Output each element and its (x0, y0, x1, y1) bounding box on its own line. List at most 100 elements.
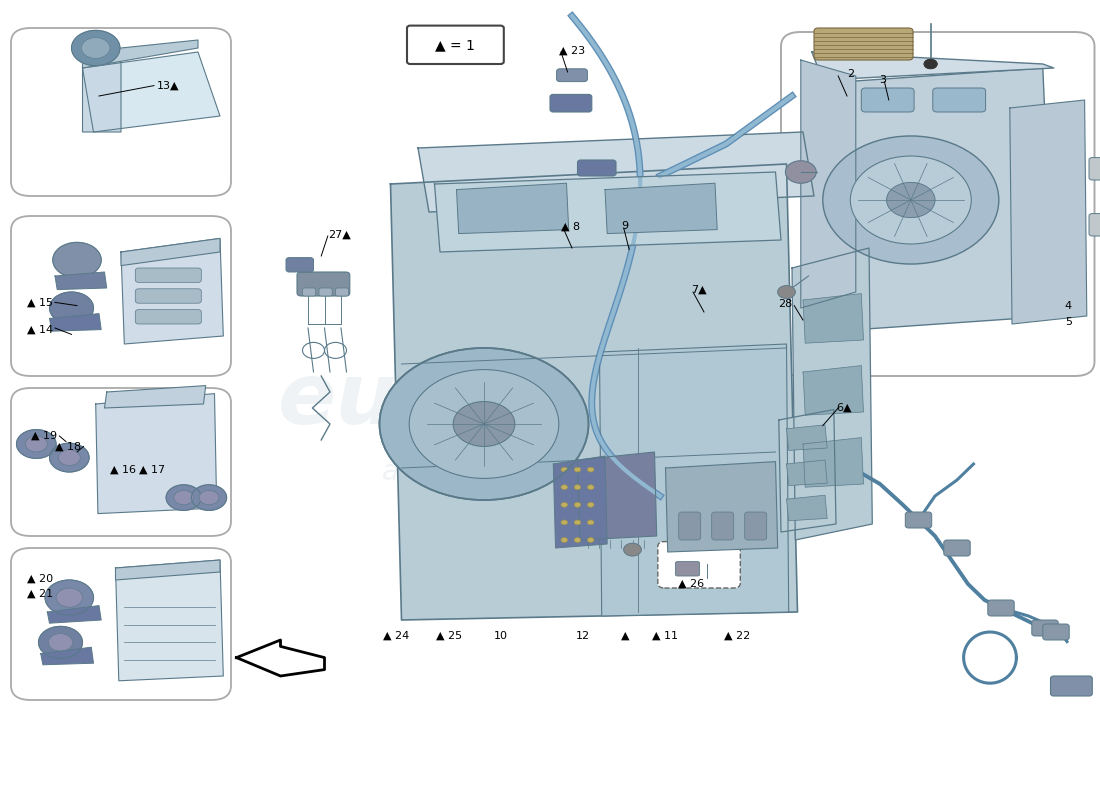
FancyBboxPatch shape (297, 272, 350, 296)
Text: ▲ 11: ▲ 11 (652, 631, 679, 641)
FancyBboxPatch shape (905, 512, 932, 528)
Circle shape (561, 485, 568, 490)
Polygon shape (792, 248, 872, 540)
FancyBboxPatch shape (557, 69, 587, 82)
FancyBboxPatch shape (135, 289, 201, 303)
Circle shape (587, 467, 594, 472)
Text: 12: 12 (576, 631, 590, 641)
FancyBboxPatch shape (286, 258, 313, 272)
Polygon shape (803, 294, 864, 343)
Polygon shape (812, 52, 1054, 80)
Polygon shape (104, 386, 206, 408)
Polygon shape (786, 495, 827, 521)
FancyBboxPatch shape (336, 288, 349, 296)
FancyBboxPatch shape (11, 388, 231, 536)
Text: 27▲: 27▲ (328, 230, 351, 239)
Polygon shape (121, 238, 220, 266)
Polygon shape (600, 344, 789, 616)
Circle shape (561, 467, 568, 472)
Text: ▲ 24: ▲ 24 (383, 631, 409, 641)
FancyBboxPatch shape (302, 288, 316, 296)
Circle shape (561, 520, 568, 525)
Polygon shape (82, 52, 121, 132)
FancyBboxPatch shape (11, 216, 231, 376)
Circle shape (45, 580, 94, 615)
Polygon shape (96, 394, 217, 514)
FancyBboxPatch shape (933, 88, 986, 112)
Text: 3: 3 (879, 75, 886, 85)
Text: ▲ 19: ▲ 19 (31, 431, 57, 441)
Circle shape (174, 490, 194, 505)
Polygon shape (786, 425, 827, 450)
Circle shape (16, 430, 56, 458)
Polygon shape (779, 410, 836, 532)
FancyBboxPatch shape (1043, 624, 1069, 640)
Circle shape (887, 182, 935, 218)
Circle shape (48, 634, 73, 651)
Circle shape (191, 485, 227, 510)
Circle shape (53, 242, 101, 278)
Circle shape (574, 467, 581, 472)
FancyBboxPatch shape (658, 542, 740, 588)
Polygon shape (116, 560, 220, 580)
Polygon shape (41, 647, 94, 665)
FancyBboxPatch shape (861, 88, 914, 112)
Text: ▲ 20: ▲ 20 (26, 574, 53, 583)
Circle shape (561, 502, 568, 507)
FancyBboxPatch shape (135, 268, 201, 282)
Polygon shape (456, 183, 569, 234)
Text: 4: 4 (1065, 301, 1071, 310)
Text: 28: 28 (778, 299, 792, 309)
Text: ▲ 17: ▲ 17 (139, 465, 165, 474)
Polygon shape (116, 560, 223, 681)
Circle shape (823, 136, 999, 264)
Text: ▲ 15: ▲ 15 (26, 298, 53, 307)
Circle shape (50, 292, 94, 324)
Circle shape (25, 436, 47, 452)
Circle shape (453, 402, 515, 446)
Text: ▲ 18: ▲ 18 (55, 442, 81, 451)
Polygon shape (803, 438, 864, 487)
Text: 13▲: 13▲ (157, 81, 179, 90)
Circle shape (574, 520, 581, 525)
FancyBboxPatch shape (578, 160, 616, 176)
Text: ▲ 22: ▲ 22 (724, 631, 750, 641)
Text: ▲ 25: ▲ 25 (436, 631, 462, 641)
Text: ▲ 8: ▲ 8 (561, 222, 580, 231)
Polygon shape (82, 40, 198, 68)
FancyBboxPatch shape (712, 512, 734, 540)
FancyBboxPatch shape (675, 562, 700, 576)
Circle shape (561, 538, 568, 542)
FancyBboxPatch shape (319, 288, 332, 296)
Circle shape (587, 502, 594, 507)
FancyBboxPatch shape (11, 548, 231, 700)
FancyBboxPatch shape (745, 512, 767, 540)
Polygon shape (236, 640, 324, 676)
Text: 2: 2 (847, 70, 854, 79)
Circle shape (574, 502, 581, 507)
Text: 7▲: 7▲ (691, 285, 706, 294)
Text: ▲ 21: ▲ 21 (26, 589, 53, 598)
FancyBboxPatch shape (550, 94, 592, 112)
Circle shape (58, 450, 80, 466)
Circle shape (574, 485, 581, 490)
Polygon shape (434, 172, 781, 252)
Polygon shape (801, 60, 856, 308)
Text: 9: 9 (621, 222, 628, 231)
FancyBboxPatch shape (814, 28, 913, 60)
Circle shape (39, 626, 82, 658)
Circle shape (850, 156, 971, 244)
Text: ▲ 26: ▲ 26 (678, 579, 704, 589)
Circle shape (587, 520, 594, 525)
FancyBboxPatch shape (407, 26, 504, 64)
Polygon shape (55, 272, 107, 290)
Circle shape (587, 485, 594, 490)
Polygon shape (605, 183, 717, 234)
Text: ▲ 16: ▲ 16 (110, 465, 136, 474)
FancyBboxPatch shape (1089, 214, 1100, 236)
Polygon shape (812, 68, 1054, 332)
Circle shape (409, 370, 559, 478)
FancyBboxPatch shape (135, 310, 201, 324)
Circle shape (587, 538, 594, 542)
Polygon shape (121, 238, 223, 344)
